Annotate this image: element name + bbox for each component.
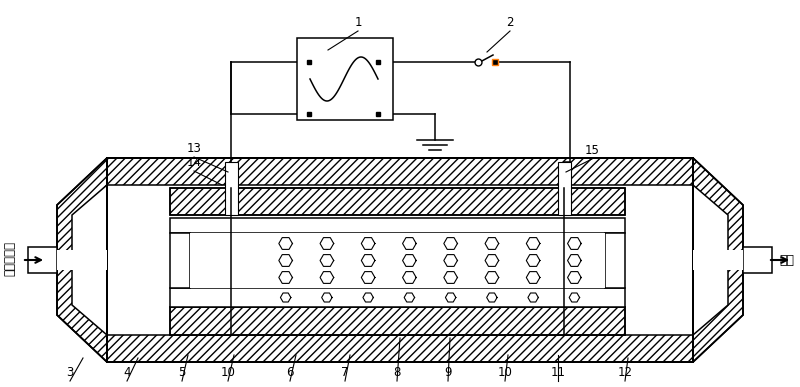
Text: 13: 13 [186,142,202,154]
Polygon shape [486,293,497,302]
Bar [170,288,625,307]
Polygon shape [446,293,456,302]
Polygon shape [526,238,540,249]
Polygon shape [72,185,107,335]
Text: 柴油机尾气: 柴油机尾气 [3,240,17,276]
Bar [190,289,605,305]
Polygon shape [57,158,107,362]
Polygon shape [693,158,743,362]
Bar [170,307,625,335]
Bar [107,185,693,335]
Polygon shape [528,293,538,302]
Bar [107,158,693,362]
Polygon shape [526,272,540,283]
Text: 12: 12 [618,365,633,378]
Polygon shape [444,238,458,249]
Bar [170,188,625,215]
Text: 大气: 大气 [779,253,794,267]
Text: 2: 2 [506,15,514,29]
Polygon shape [526,255,540,266]
Polygon shape [279,255,293,266]
Text: 7: 7 [342,365,349,378]
Bar [170,233,190,288]
Polygon shape [279,238,293,249]
Bar [170,307,625,335]
Polygon shape [320,255,334,266]
Text: 10: 10 [221,365,235,378]
Polygon shape [322,293,332,302]
Polygon shape [363,293,374,302]
Text: 4: 4 [123,365,130,378]
Text: 9: 9 [444,365,452,378]
Bar [107,335,693,362]
Polygon shape [569,293,579,302]
Bar [693,250,743,270]
Bar [558,162,571,215]
Text: 5: 5 [178,365,186,378]
Text: 3: 3 [66,365,74,378]
Polygon shape [402,255,416,266]
Text: 11: 11 [550,365,566,378]
Bar [170,218,625,233]
Bar [107,335,693,362]
Text: 8: 8 [394,365,401,378]
Bar [107,158,693,185]
Bar [743,247,772,273]
Polygon shape [485,238,498,249]
Polygon shape [444,272,458,283]
Polygon shape [279,272,293,283]
Text: 14: 14 [186,156,202,168]
Text: 15: 15 [585,144,599,156]
Polygon shape [362,238,375,249]
Text: 6: 6 [286,365,294,378]
Bar [225,162,238,215]
Polygon shape [567,238,581,249]
Polygon shape [402,272,416,283]
Bar [28,247,57,273]
Bar [297,38,393,120]
Polygon shape [320,238,334,249]
Text: 1: 1 [354,15,362,29]
Polygon shape [402,238,416,249]
Polygon shape [444,255,458,266]
Text: 10: 10 [498,365,513,378]
Polygon shape [567,272,581,283]
Bar [605,233,625,288]
Polygon shape [404,293,414,302]
Bar [57,250,107,270]
Bar [107,158,693,185]
Polygon shape [485,255,498,266]
Bar [190,233,605,288]
Polygon shape [320,272,334,283]
Polygon shape [485,272,498,283]
Polygon shape [693,185,728,335]
Polygon shape [281,293,291,302]
Polygon shape [362,255,375,266]
Polygon shape [362,272,375,283]
Polygon shape [567,255,581,266]
Bar [170,188,625,215]
